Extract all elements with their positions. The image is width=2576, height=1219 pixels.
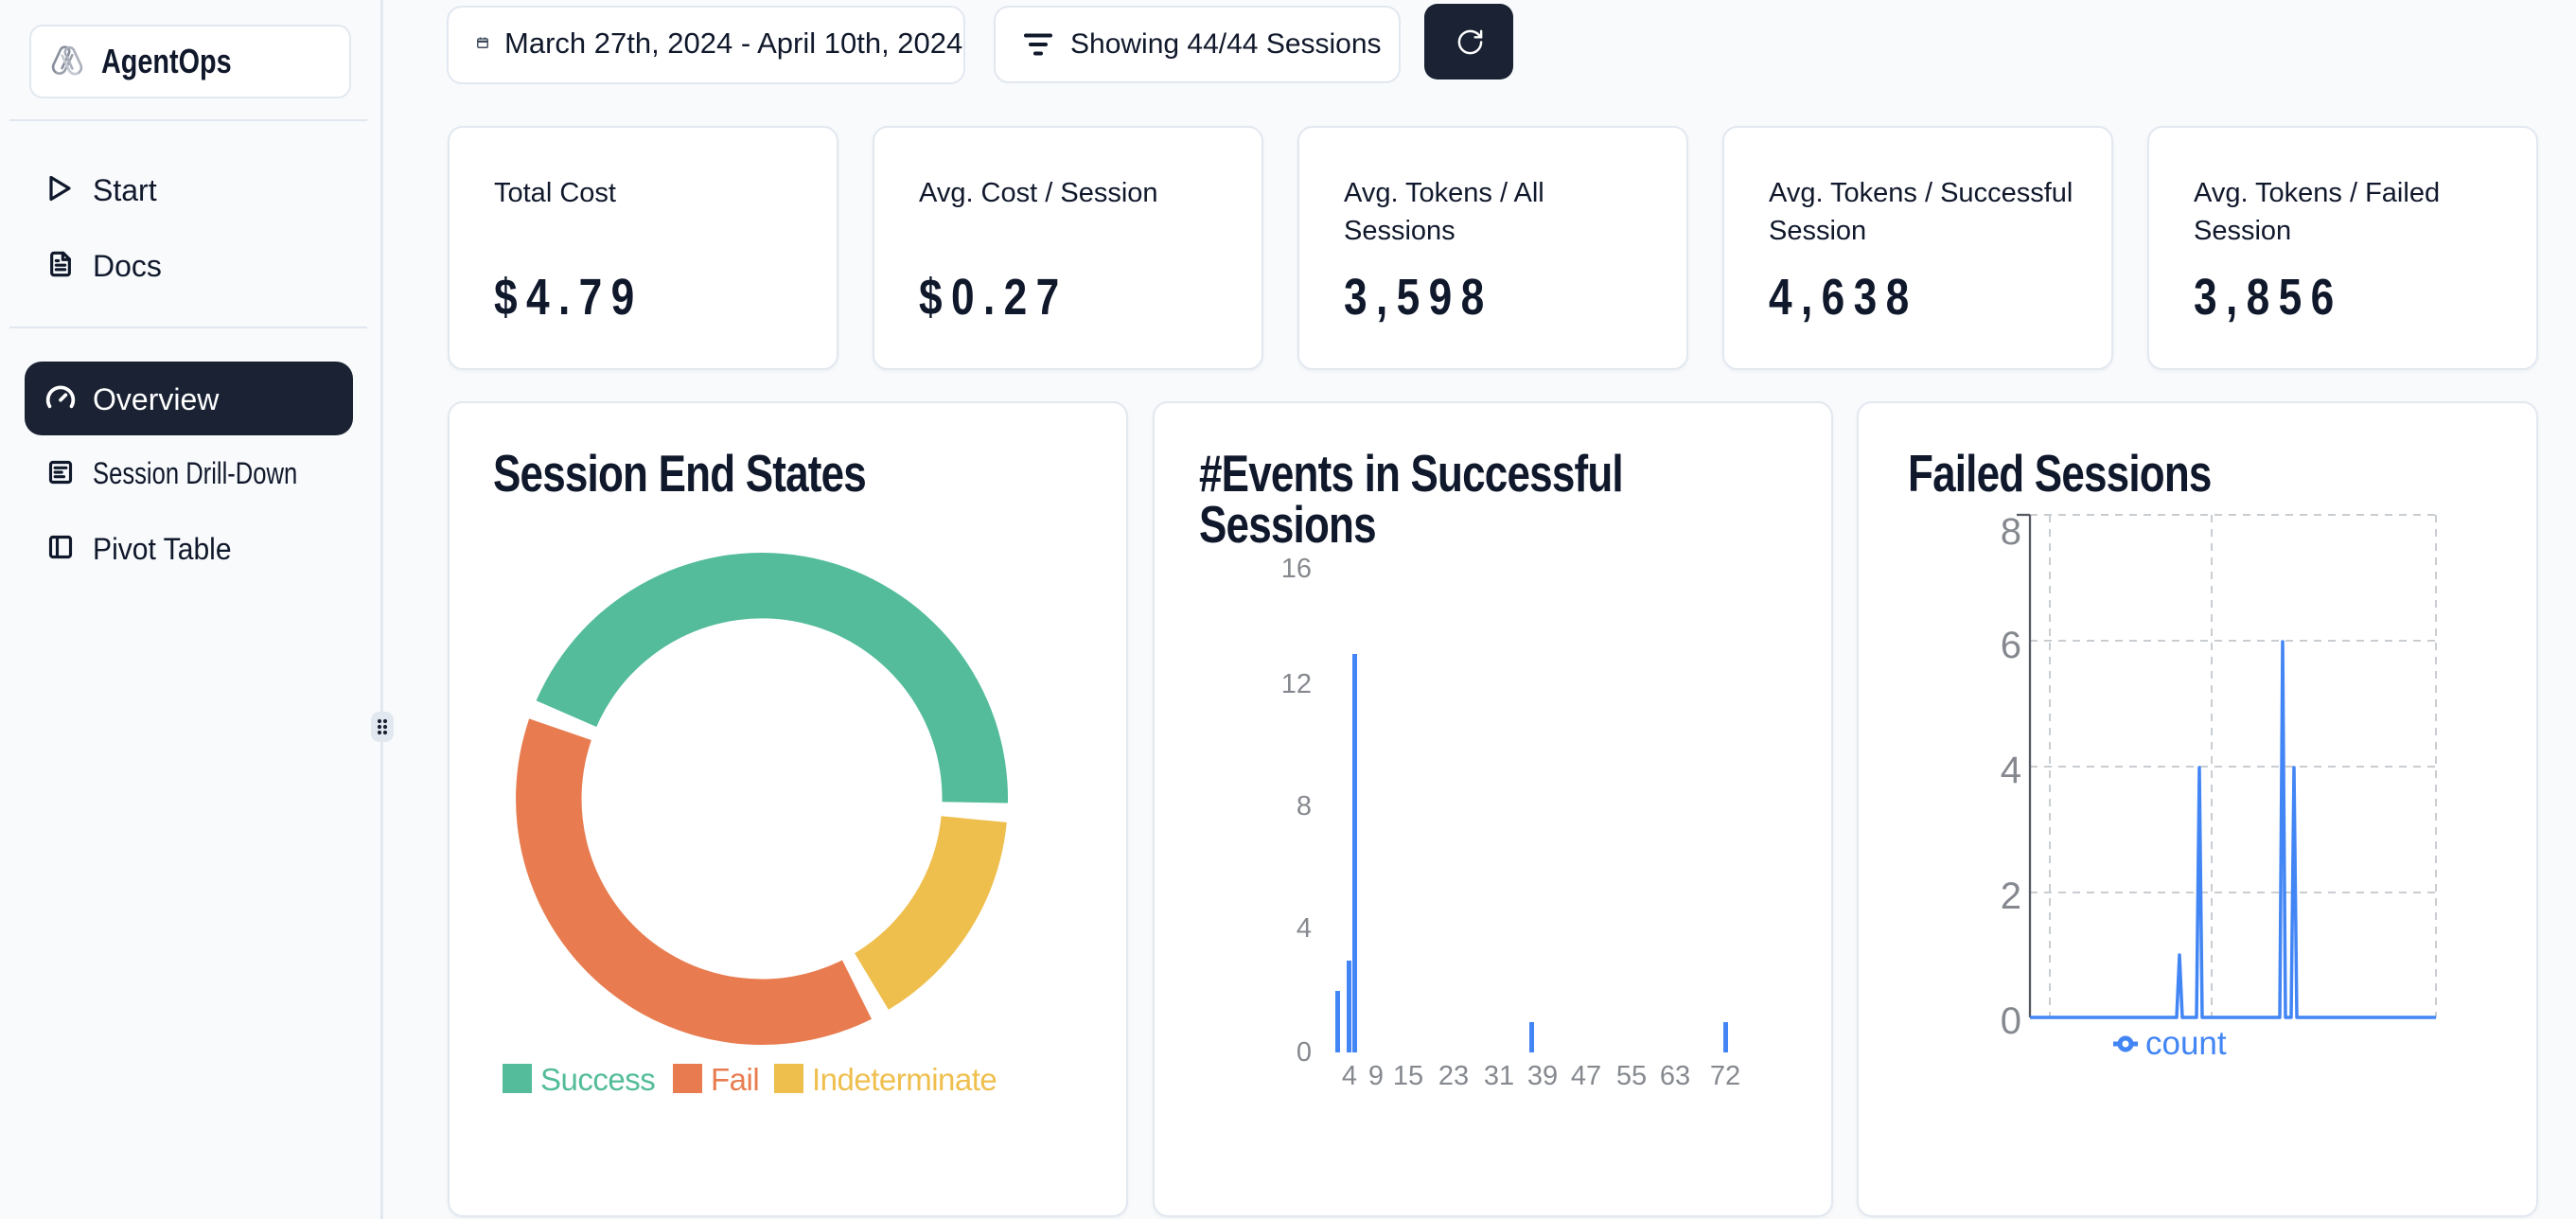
svg-text:count: count [2145,1025,2227,1062]
